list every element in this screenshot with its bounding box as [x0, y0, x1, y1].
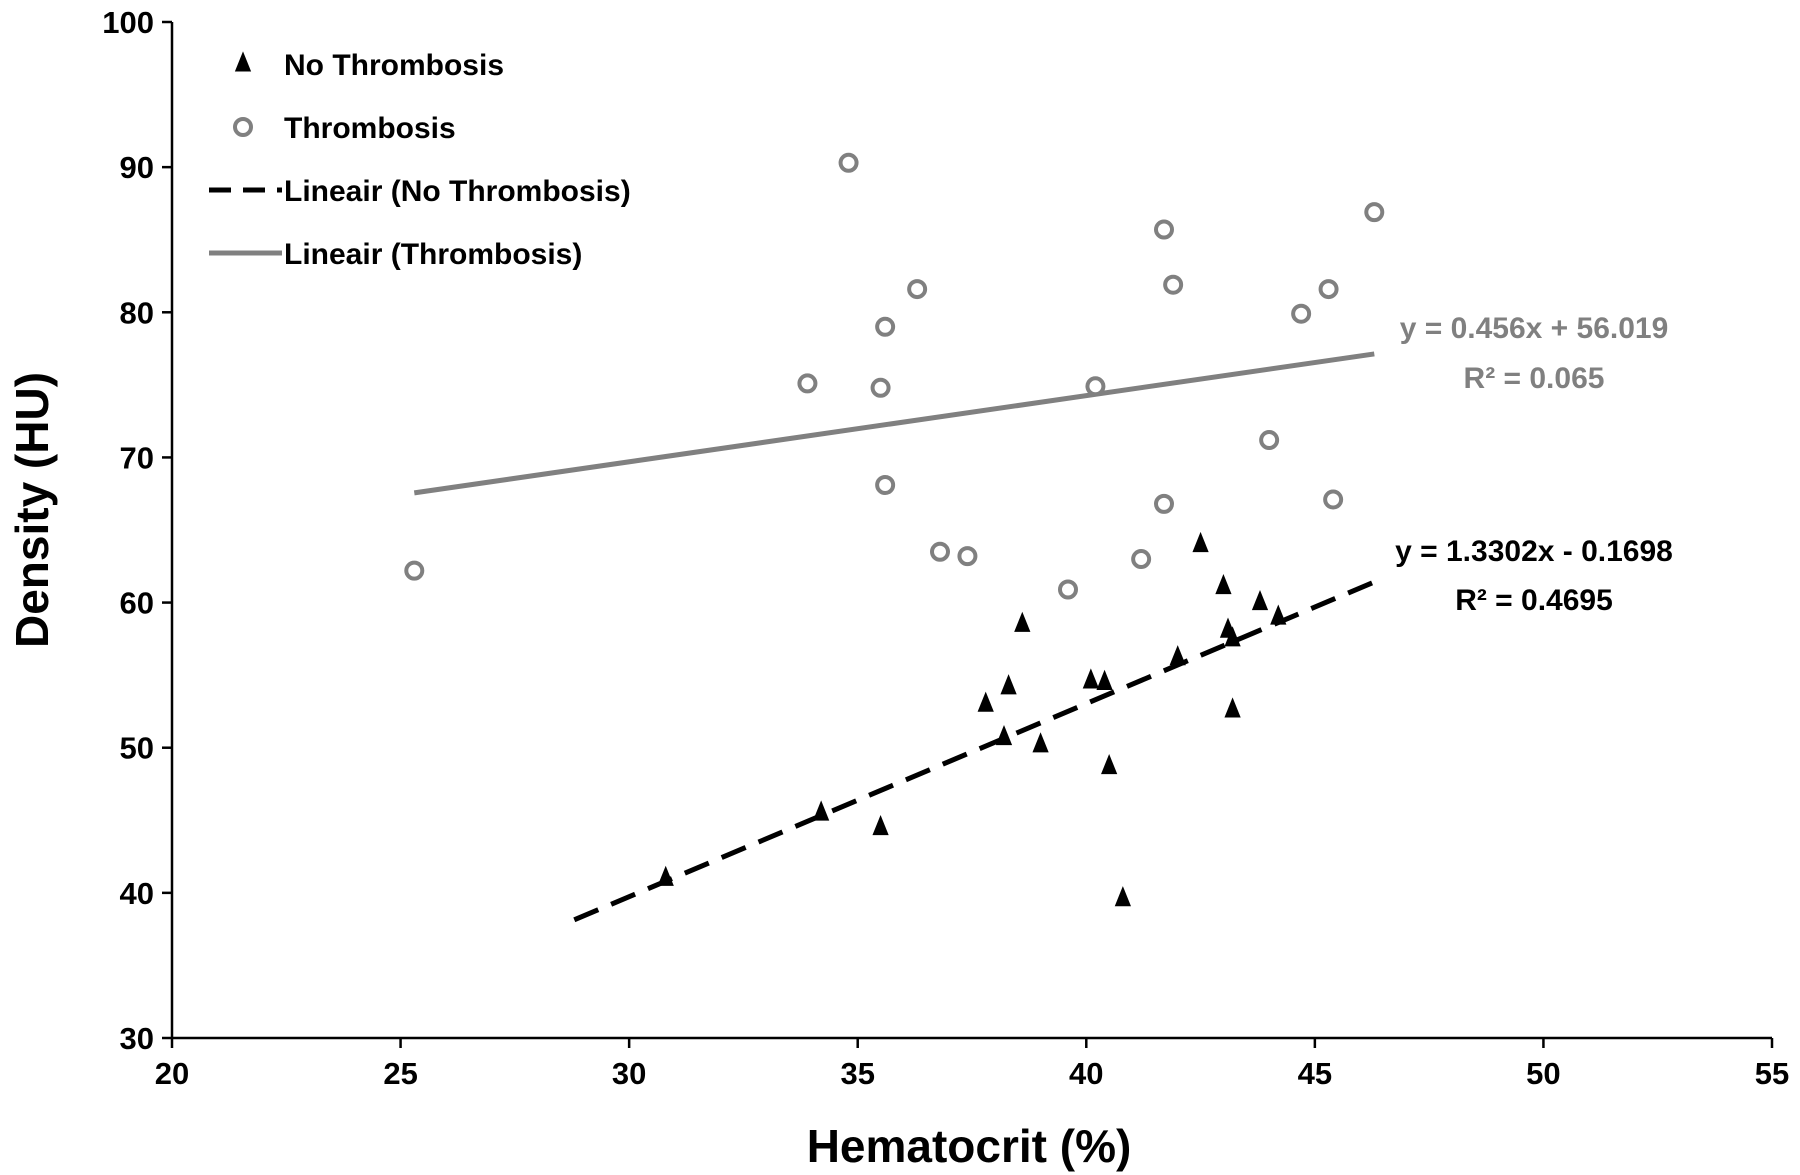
equation-text: y = 0.456x + 56.019	[1400, 312, 1669, 345]
legend-label: Thrombosis	[284, 112, 456, 145]
x-tick-label: 45	[1298, 1056, 1332, 1091]
legend-trend-thrombosis: Lineair (Thrombosis)	[209, 238, 582, 271]
y-tick-label: 100	[102, 5, 154, 40]
point-no-thrombosis	[1192, 531, 1209, 553]
y-tick-label: 90	[120, 150, 154, 185]
point-thrombosis	[1318, 279, 1339, 300]
point-no-thrombosis	[1270, 604, 1287, 625]
trendline-equations: y = 1.3302x - 0.1698 R² = 0.4695 y = 0.456…	[1395, 312, 1673, 617]
equation-text: y = 1.3302x - 0.1698	[1395, 535, 1673, 568]
point-no-thrombosis	[1101, 753, 1118, 775]
legend-label: Lineair (No Thrombosis)	[284, 175, 631, 208]
data-points	[404, 152, 1385, 907]
x-tick-label: 25	[383, 1056, 417, 1091]
point-thrombosis	[1085, 376, 1106, 397]
point-no-thrombosis	[1032, 732, 1049, 753]
point-thrombosis	[1291, 303, 1312, 324]
point-thrombosis	[870, 377, 891, 398]
point-thrombosis	[875, 475, 896, 496]
point-thrombosis	[797, 373, 818, 394]
point-no-thrombosis	[1169, 645, 1186, 666]
point-thrombosis	[1131, 549, 1152, 570]
x-tick-label: 30	[612, 1056, 646, 1091]
r-squared-text: R² = 0.065	[1464, 362, 1605, 395]
x-tick-label: 55	[1755, 1056, 1789, 1091]
point-no-thrombosis	[977, 691, 994, 712]
legend-thrombosis: Thrombosis	[233, 112, 456, 145]
legend: No Thrombosis Thrombosis Lineair (No Throm…	[209, 49, 631, 271]
point-no-thrombosis	[1096, 669, 1113, 690]
legend-triangle-marker	[234, 51, 252, 72]
legend-label: No Thrombosis	[284, 49, 504, 82]
point-thrombosis	[838, 152, 859, 173]
point-no-thrombosis	[657, 865, 674, 886]
x-tick-label: 50	[1526, 1056, 1560, 1091]
axes: 30 40 50 60 70 80 90 100 20 25 30 35 40 45 50 55	[102, 5, 1789, 1091]
point-no-thrombosis	[1224, 626, 1241, 647]
trendline-thrombosis	[413, 351, 1375, 496]
y-tick-label: 30	[120, 1021, 154, 1056]
equation-thrombosis: y = 0.456x + 56.019 R² = 0.065	[1400, 312, 1669, 395]
x-tick-label: 35	[840, 1056, 874, 1091]
y-tick-label: 50	[120, 731, 154, 766]
point-no-thrombosis	[995, 724, 1013, 746]
point-no-thrombosis	[1000, 674, 1017, 695]
point-no-thrombosis	[1224, 697, 1241, 718]
point-thrombosis	[1058, 579, 1078, 600]
point-no-thrombosis	[813, 800, 830, 821]
point-thrombosis	[907, 279, 928, 300]
point-no-thrombosis	[1215, 574, 1232, 595]
point-thrombosis	[1163, 274, 1184, 295]
point-thrombosis	[1154, 493, 1174, 514]
point-thrombosis	[875, 316, 896, 337]
point-no-thrombosis	[872, 814, 889, 836]
trendline-no-thrombosis	[573, 579, 1376, 923]
y-tick-label: 70	[120, 440, 154, 475]
y-tick-label: 80	[120, 295, 154, 330]
y-tick-label: 40	[120, 876, 154, 911]
point-no-thrombosis	[1114, 886, 1131, 907]
legend-circle-marker	[233, 117, 253, 137]
point-no-thrombosis	[1082, 668, 1099, 689]
point-no-thrombosis	[1251, 589, 1269, 611]
point-thrombosis	[404, 560, 425, 581]
point-thrombosis	[1323, 489, 1344, 510]
x-tick-label: 40	[1069, 1056, 1103, 1091]
x-tick-label: 20	[155, 1056, 189, 1091]
y-tick-label: 60	[120, 586, 154, 621]
point-thrombosis	[1364, 202, 1385, 223]
point-thrombosis	[1259, 430, 1280, 451]
y-axis-title: Density (HU)	[6, 372, 58, 648]
point-thrombosis	[930, 541, 950, 562]
point-no-thrombosis	[1014, 611, 1031, 632]
legend-label: Lineair (Thrombosis)	[284, 238, 582, 271]
legend-trend-no-thrombosis: Lineair (No Thrombosis)	[209, 175, 631, 208]
point-thrombosis	[957, 546, 978, 567]
r-squared-text: R² = 0.4695	[1455, 584, 1613, 617]
equation-no-thrombosis: y = 1.3302x - 0.1698 R² = 0.4695	[1395, 535, 1673, 617]
point-thrombosis	[1154, 219, 1174, 240]
x-axis-title: Hematocrit (%)	[807, 1120, 1132, 1172]
legend-no-thrombosis: No Thrombosis	[234, 49, 504, 82]
trendlines	[413, 351, 1376, 923]
